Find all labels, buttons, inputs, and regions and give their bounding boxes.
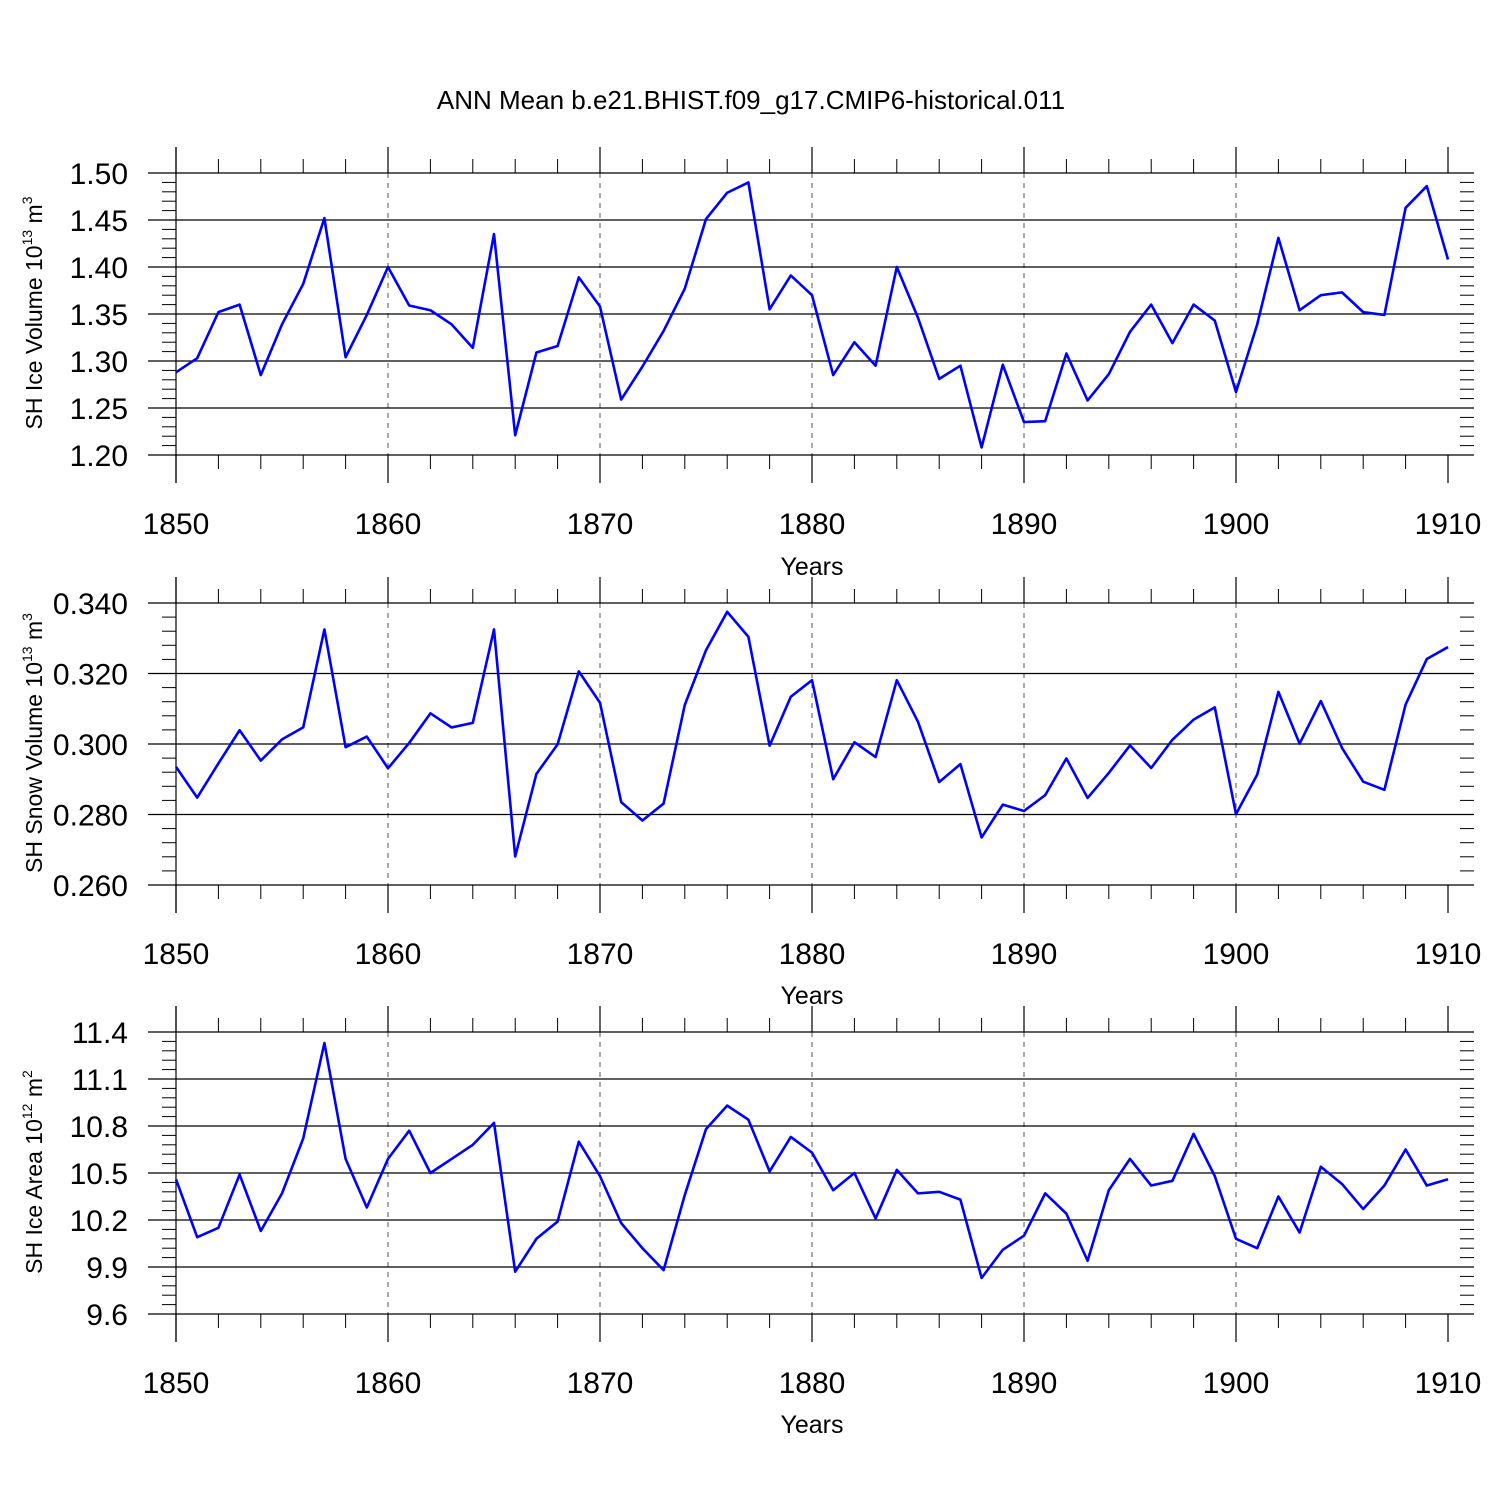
ice-area-x-tick-label: 1910 bbox=[1415, 1367, 1482, 1400]
ice-volume-y-tick-label: 1.40 bbox=[70, 252, 128, 285]
ice-area-y-axis-label: SH Ice Area 1012 m2 bbox=[19, 1070, 47, 1274]
snow-volume-plot-area: 0.260 0.280 0.300 0.320 0.340 1850 1860 1870 188… bbox=[53, 577, 1481, 971]
snow-volume-x-tick-label: 1890 bbox=[991, 938, 1058, 971]
ice-volume-y-tick-label: 1.35 bbox=[70, 299, 128, 332]
ice-area-x-tick-label: 1880 bbox=[779, 1367, 846, 1400]
ice-area-x-axis-label: Years bbox=[780, 1411, 843, 1439]
snow-volume-x-tick-label: 1910 bbox=[1415, 938, 1482, 971]
ice-volume-y-tick-label: 1.20 bbox=[70, 440, 128, 473]
ice-volume-x-tick-label: 1910 bbox=[1415, 508, 1482, 541]
ice-area-plot-area: 9.6 9.9 10.2 10.5 10.8 11.1 11.4 1850 1860 1870 18… bbox=[70, 1006, 1482, 1400]
ice-area-y-tick-label: 11.1 bbox=[72, 1064, 128, 1097]
ice-volume-x-axis-label: Years bbox=[780, 553, 843, 581]
ice-area-y-tick-label: 10.5 bbox=[70, 1158, 128, 1191]
snow-volume-x-tick-label: 1870 bbox=[567, 938, 634, 971]
snow-volume-y-tick-label: 0.320 bbox=[53, 659, 128, 692]
ice-volume-y-tick-label: 1.50 bbox=[70, 158, 128, 191]
panel-ice-volume: 1.20 1.25 1.30 1.35 1.40 1.45 1.50 1850 1860 1870… bbox=[19, 147, 1481, 581]
ice-volume-y-tick-label: 1.30 bbox=[70, 346, 128, 379]
ice-volume-plot-area: 1.20 1.25 1.30 1.35 1.40 1.45 1.50 1850 1860 1870… bbox=[70, 147, 1482, 541]
snow-volume-y-tick-label: 0.280 bbox=[53, 800, 128, 833]
ice-area-y-tick-label: 9.9 bbox=[86, 1252, 128, 1285]
snow-volume-x-tick-label: 1880 bbox=[779, 938, 846, 971]
ice-area-y-tick-label: 9.6 bbox=[86, 1299, 128, 1332]
ice-volume-x-tick-label: 1850 bbox=[143, 508, 210, 541]
ice-volume-y-tick-label: 1.45 bbox=[70, 205, 128, 238]
ice-volume-x-tick-label: 1900 bbox=[1203, 508, 1270, 541]
panel-snow-volume: 0.260 0.280 0.300 0.320 0.340 1850 1860 1870 188… bbox=[19, 577, 1481, 1010]
ice-area-x-tick-label: 1860 bbox=[355, 1367, 422, 1400]
panel-ice-area: 9.6 9.9 10.2 10.5 10.8 11.1 11.4 1850 1860 1870 18… bbox=[19, 1006, 1481, 1439]
ice-volume-x-tick-label: 1870 bbox=[567, 508, 634, 541]
ice-volume-y-axis-label: SH Ice Volume 1013 m3 bbox=[19, 196, 47, 429]
snow-volume-y-tick-label: 0.340 bbox=[53, 588, 128, 621]
ice-area-x-tick-label: 1890 bbox=[991, 1367, 1058, 1400]
ice-area-y-tick-label: 10.8 bbox=[70, 1111, 128, 1144]
snow-volume-x-tick-label: 1850 bbox=[143, 938, 210, 971]
snow-volume-x-axis-label: Years bbox=[780, 982, 843, 1010]
ice-volume-x-tick-label: 1860 bbox=[355, 508, 422, 541]
snow-volume-y-axis-label: SH Snow Volume 1013 m3 bbox=[19, 613, 47, 873]
snow-volume-y-tick-label: 0.300 bbox=[53, 729, 128, 762]
ice-area-y-tick-label: 11.4 bbox=[72, 1017, 128, 1050]
snow-volume-y-tick-label: 0.260 bbox=[53, 870, 128, 903]
ice-volume-y-tick-label: 1.25 bbox=[70, 393, 128, 426]
snow-volume-x-tick-label: 1860 bbox=[355, 938, 422, 971]
snow-volume-x-tick-label: 1900 bbox=[1203, 938, 1270, 971]
ice-area-y-tick-label: 10.2 bbox=[70, 1205, 128, 1238]
ice-area-x-tick-label: 1900 bbox=[1203, 1367, 1270, 1400]
ice-area-x-tick-label: 1870 bbox=[567, 1367, 634, 1400]
ice-volume-x-tick-label: 1890 bbox=[991, 508, 1058, 541]
chart-title: ANN Mean b.e21.BHIST.f09_g17.CMIP6-histo… bbox=[437, 85, 1065, 115]
ice-volume-x-tick-label: 1880 bbox=[779, 508, 846, 541]
ice-area-x-tick-label: 1850 bbox=[143, 1367, 210, 1400]
